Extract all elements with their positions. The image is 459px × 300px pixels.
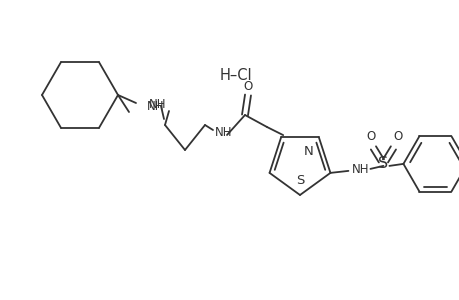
Text: S: S <box>295 174 303 187</box>
Text: NH: NH <box>149 98 166 112</box>
Text: H–Cl: H–Cl <box>219 68 252 82</box>
Text: NH: NH <box>351 164 368 176</box>
Text: O: O <box>243 80 252 92</box>
Text: S: S <box>378 156 388 171</box>
Text: O: O <box>366 130 375 143</box>
Text: NH: NH <box>214 127 232 140</box>
Text: O: O <box>393 130 402 143</box>
Text: N: N <box>303 145 313 158</box>
Text: NH: NH <box>147 100 164 113</box>
